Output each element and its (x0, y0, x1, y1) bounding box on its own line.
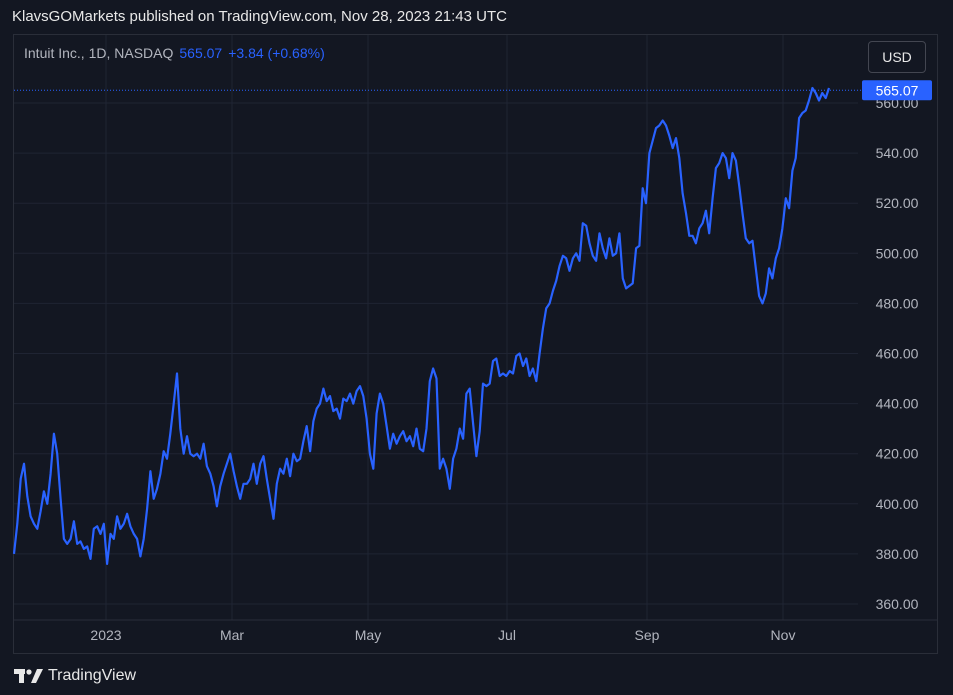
x-tick-label: May (355, 627, 381, 643)
y-tick-label: 420.00 (876, 446, 919, 462)
last-price-label: 565.07 (876, 82, 919, 98)
price-change: +3.84 (+0.68%) (228, 45, 325, 61)
y-tick-label: 360.00 (876, 596, 919, 612)
x-tick-label: Sep (635, 627, 660, 643)
y-tick-label: 440.00 (876, 396, 919, 412)
brand-name: TradingView (48, 667, 137, 684)
x-tick-label: 2023 (90, 627, 121, 643)
symbol-title: Intuit Inc., 1D, NASDAQ (24, 45, 174, 61)
y-tick-label: 400.00 (876, 496, 919, 512)
price-series-line (12, 86, 831, 566)
last-value: 565.07 (179, 45, 223, 61)
y-tick-label: 500.00 (876, 245, 919, 261)
chart-frame (13, 34, 938, 654)
publish-text: KlavsGOMarkets published on TradingView.… (12, 8, 507, 25)
y-tick-label: 380.00 (876, 546, 919, 562)
x-tick-label: Mar (220, 627, 244, 643)
last-price-badge (862, 80, 932, 101)
publish-header: KlavsGOMarkets published on TradingView.… (0, 0, 953, 34)
tradingview-logo-icon (14, 669, 43, 683)
x-tick-label: Jul (498, 627, 516, 643)
y-tick-label: 540.00 (876, 145, 919, 161)
currency-button[interactable]: USD (868, 41, 926, 73)
brand-footer[interactable]: TradingView (14, 667, 136, 685)
y-tick-label: 520.00 (876, 195, 919, 211)
x-tick-label: Nov (771, 627, 796, 643)
y-tick-label: 480.00 (876, 295, 919, 311)
y-tick-label: 460.00 (876, 346, 919, 362)
chart-legend: Intuit Inc., 1D, NASDAQ 565.07 +3.84 (+0.6… (24, 45, 325, 61)
